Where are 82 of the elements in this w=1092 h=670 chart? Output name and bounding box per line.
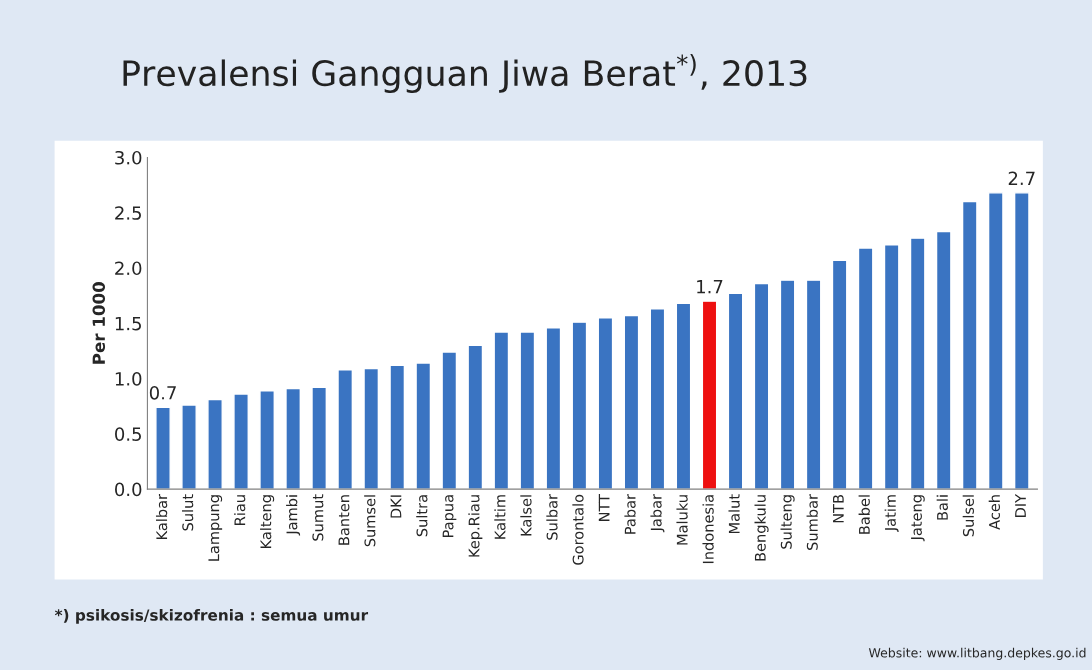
x-tick-label: Sumsel bbox=[364, 495, 376, 547]
data-label: 1.7 bbox=[697, 280, 723, 294]
bar bbox=[623, 314, 640, 490]
bar bbox=[883, 244, 900, 490]
x-tick-label: NTB bbox=[833, 494, 844, 523]
x-tick-label: Bali bbox=[936, 495, 948, 520]
bar bbox=[467, 344, 484, 490]
y-tick-label: 1.5 bbox=[115, 316, 141, 331]
x-tick-label: Kalteng bbox=[260, 495, 275, 549]
x-tick-label: Jateng bbox=[911, 495, 925, 542]
x-tick-label: Kep.Riau bbox=[468, 495, 483, 557]
bar bbox=[831, 259, 848, 490]
x-tick-label: Kalbar bbox=[155, 493, 168, 540]
bar bbox=[857, 247, 874, 490]
x-tick-label: Malut bbox=[728, 494, 740, 534]
x-tick-label: Sulteng bbox=[780, 495, 795, 549]
data-label: 2.7 bbox=[1008, 171, 1035, 185]
y-tick-label: 0.0 bbox=[115, 482, 142, 497]
bar bbox=[753, 282, 770, 490]
bar bbox=[597, 317, 614, 490]
x-tick-label: Sulsel bbox=[962, 495, 974, 537]
x-tick-label: Pabar bbox=[624, 493, 636, 534]
bar bbox=[649, 308, 666, 490]
bar bbox=[987, 192, 1004, 490]
x-tick-label: DKI bbox=[390, 495, 402, 518]
x-tick-label: Maluku bbox=[676, 495, 688, 545]
x-tick-label: Jambi bbox=[286, 495, 301, 536]
y-tick-label: 2.5 bbox=[115, 206, 141, 220]
bar bbox=[311, 386, 328, 490]
text: Website: www.litbang.depkes.go.id bbox=[868, 647, 1086, 660]
x-tick-label: Banten bbox=[338, 495, 350, 545]
y-tick-label: 1.0 bbox=[115, 372, 142, 386]
bar bbox=[571, 321, 588, 490]
bar bbox=[909, 237, 926, 490]
x-tick-label: Jabar bbox=[650, 493, 665, 533]
bar bbox=[285, 387, 301, 490]
bar bbox=[675, 302, 692, 490]
x-tick-label: Sumut bbox=[312, 494, 324, 541]
bar bbox=[493, 331, 510, 490]
x-tick-label: Lampung bbox=[208, 495, 223, 561]
bar bbox=[389, 364, 406, 490]
y-tick-label: 3.0 bbox=[115, 150, 142, 165]
bar bbox=[363, 367, 380, 490]
bar bbox=[519, 331, 536, 490]
bar bbox=[935, 230, 952, 490]
x-tick-label: Bengkulu bbox=[754, 495, 769, 561]
bar bbox=[701, 300, 718, 490]
bar bbox=[441, 351, 458, 490]
x-tick-label: NTT bbox=[598, 493, 610, 521]
x-tick-label: Babel bbox=[858, 495, 870, 534]
y-axis-title: Per 1000 bbox=[92, 282, 106, 364]
bar bbox=[779, 279, 796, 490]
bar bbox=[155, 406, 171, 490]
data-label: 0.7 bbox=[149, 385, 176, 400]
x-tick-label: Sumbar bbox=[806, 493, 818, 550]
bar bbox=[805, 279, 822, 490]
bar bbox=[259, 390, 275, 490]
x-tick-label: Jatim bbox=[884, 495, 899, 532]
x-tick-label: Aceh bbox=[988, 495, 1000, 530]
chart-title: Prevalensi Gangguan Jiwa Berat$^{*)}$, 2013 bbox=[123, 54, 807, 94]
y-tick-label: 2.0 bbox=[115, 261, 142, 276]
bar bbox=[961, 200, 978, 490]
x-tick-label: Indonesia bbox=[702, 495, 714, 564]
x-tick-label: Sulbar bbox=[546, 493, 558, 540]
bar bbox=[337, 369, 354, 490]
bar bbox=[207, 398, 223, 490]
bar bbox=[233, 393, 249, 490]
bar bbox=[415, 362, 432, 490]
bar bbox=[545, 327, 562, 490]
bar bbox=[1013, 192, 1030, 490]
x-tick-label: Sulut bbox=[182, 494, 194, 531]
x-tick-label: Kaltim bbox=[494, 495, 506, 539]
x-tick-label: Papua bbox=[442, 495, 457, 538]
bar bbox=[181, 404, 197, 490]
text: *) psikosis/skizofrenia : semua umur bbox=[54, 609, 369, 624]
x-tick-label: DIY bbox=[1015, 493, 1026, 517]
x-tick-label: Riau bbox=[234, 495, 246, 525]
bar bbox=[727, 292, 744, 490]
x-tick-label: Kalsel bbox=[520, 495, 532, 536]
x-tick-label: Sultra bbox=[416, 495, 428, 537]
x-tick-label: Gorontalo bbox=[572, 494, 584, 565]
y-tick-label: 0.5 bbox=[115, 427, 141, 441]
